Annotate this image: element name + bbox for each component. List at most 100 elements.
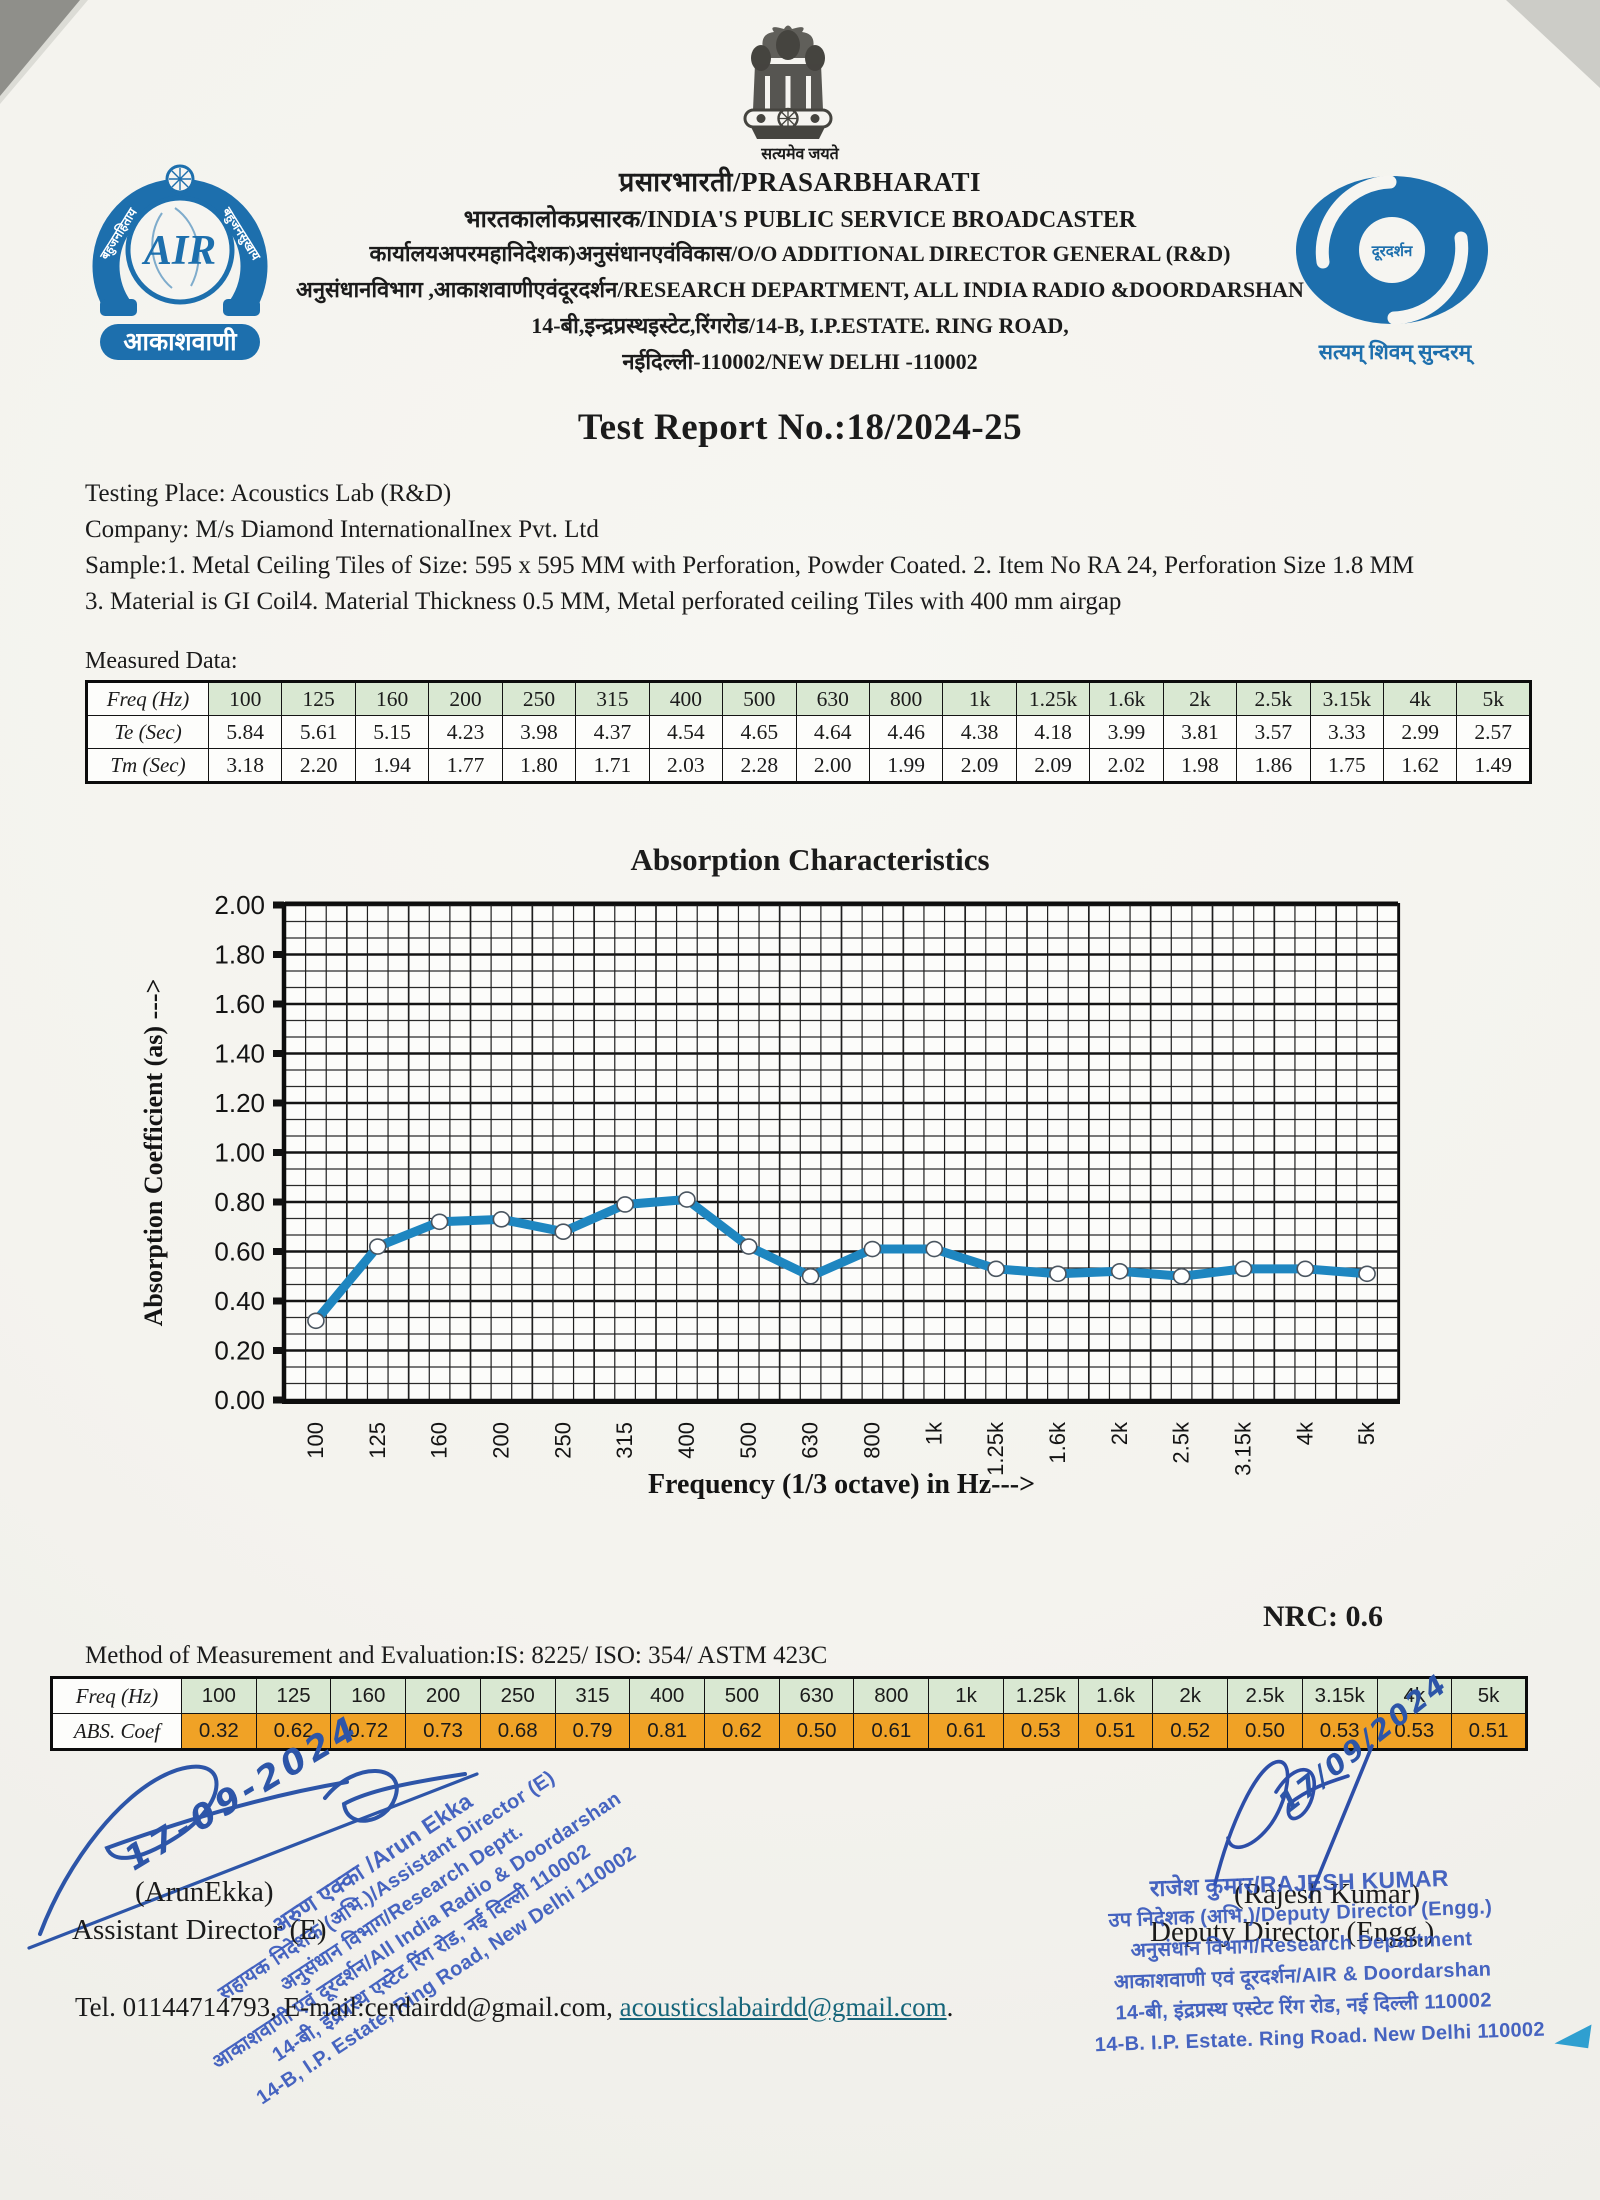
y-tick-mark [273,1396,284,1404]
x-tick-label: 1.25k [983,1421,1008,1476]
header-adg-line: कार्यालयअपरमहानिदेशक)अनुसंधानएवंविकास/O/… [369,241,1231,266]
dd-center-text: दूरदर्शन [1371,242,1413,261]
data-cell: 1k [942,681,1017,716]
data-cell: 400 [629,1677,706,1714]
data-cell: 0.62 [704,1713,780,1750]
table-row: Te (Sec) 5.84 5.61 5.15 4.23 3.98 4.37 4.54 4.65… [86,715,1531,749]
data-cell: 1.75 [1309,748,1385,783]
y-tick-label: 0.20 [214,1336,265,1366]
table-row: Tm (Sec) 3.18 2.20 1.94 1.77 1.80 1.71 2.03 2.28… [86,748,1531,783]
data-cell: 1.98 [1162,748,1238,783]
data-cell: 2k [1162,681,1238,716]
right-signatory-name: (Rajesh Kumar) [1234,1878,1421,1910]
data-cell: 1.6k [1089,681,1164,716]
data-point-marker [1234,1260,1253,1278]
x-tick-label: 1k [921,1421,946,1445]
data-cell: 400 [648,681,724,716]
y-tick-mark [273,1248,284,1255]
table-row: ABS. Coef 0.32 0.62 0.72 0.73 0.68 0.79 0.81 0.6… [51,1713,1527,1750]
x-tick-label: 250 [550,1422,575,1459]
data-point-marker [739,1238,758,1255]
data-cell: 4.46 [868,715,944,749]
data-cell: 4.18 [1015,715,1091,749]
data-cell: 0.32 [181,1713,257,1750]
data-cell: 1.6k [1077,1677,1154,1714]
row-header-cell: Freq (Hz) [86,681,209,716]
data-cell: 2.09 [1015,748,1091,783]
row-header-cell: Freq (Hz) [51,1677,182,1714]
data-cell: 2.09 [942,748,1017,783]
x-tick-label: 400 [674,1422,699,1459]
national-emblem-lion-capital [743,25,833,139]
data-cell: 1.62 [1382,748,1458,783]
data-cell: 1.25k [1002,1677,1079,1714]
data-cell: 0.72 [330,1713,407,1750]
row-header-cell: Tm (Sec) [86,748,209,783]
data-cell: 4.37 [575,715,650,749]
email-link[interactable]: acousticslabairdd@gmail.com [619,1992,947,2022]
x-tick-label: 200 [488,1422,513,1459]
data-point-marker [307,1312,325,1330]
y-tick-label: 1.60 [214,989,265,1019]
x-tick-label: 630 [798,1422,823,1459]
measured-data-label: Measured Data: [85,648,238,674]
company-line: Company: M/s Diamond InternationalInex P… [85,516,599,543]
data-cell: 800 [868,681,944,716]
data-cell: 315 [575,681,650,716]
data-cell: 100 [181,1677,257,1714]
absorption-series-line [311,1195,1372,1326]
data-point-marker [1172,1267,1191,1285]
data-point-marker [1358,1265,1376,1283]
data-cell: 1.80 [501,748,577,783]
left-signature-scribble [27,1764,479,1950]
data-cell: 1.94 [354,748,430,783]
footer-contact-line: Tel. 01144714793, E-mail:cerdairdd@gmail… [75,1992,953,2023]
data-cell: 5k [1451,1677,1527,1714]
x-tick-label: 315 [612,1422,637,1459]
data-table: Freq (Hz) 100 125 160 200 250 315 400 500 630 800 1… [85,680,1532,784]
scan-fold-corner-top-right [1506,0,1600,88]
chart-title: Absorption Characteristics [630,842,990,877]
data-cell: 4.65 [722,715,797,749]
sample-line-1: Sample:1. Metal Ceiling Tiles of Size: 5… [85,552,1415,579]
data-cell: 125 [281,681,356,716]
data-cell: 630 [795,681,870,716]
y-tick-mark [273,1000,284,1008]
data-point-marker [801,1267,820,1285]
data-cell: 2.57 [1456,715,1531,749]
testing-place-line: Testing Place: Acoustics Lab (R&D) [85,480,452,507]
y-tick-label: 0.60 [214,1237,265,1267]
data-point-marker [430,1213,449,1231]
header-prasar-bharati: प्रसारभारती/PRASARBHARATI [618,167,982,197]
data-cell: 1.77 [428,748,503,783]
data-cell: 1.86 [1236,748,1311,783]
data-cell: 0.50 [778,1713,855,1750]
data-cell: 0.79 [554,1713,631,1750]
y-tick-label: 2.00 [214,890,265,920]
header-broadcaster-line: भारतकालोकप्रसारक/INDIA'S PUBLIC SERVICE … [463,207,1137,233]
data-cell: 0.61 [853,1713,930,1750]
y-tick-label: 0.40 [214,1286,265,1316]
data-cell: 4k [1376,1677,1453,1714]
data-cell: 200 [405,1677,481,1714]
right-signatory-designation: Deputy Director (Engg.) [1150,1916,1435,1948]
data-cell: 2.00 [795,748,870,783]
data-cell: 2.5k [1236,681,1311,716]
y-tick-mark [273,951,284,958]
data-cell: 160 [354,681,430,716]
data-cell: 0.53 [1002,1713,1079,1750]
air-monogram: AIR [141,228,216,274]
scan-fold-corner-top-left [0,0,80,96]
x-tick-label: 800 [859,1422,884,1459]
method-line: Method of Measurement and Evaluation:IS:… [85,1642,828,1669]
x-tick-label: 160 [427,1422,452,1459]
data-cell: 3.15k [1301,1677,1378,1714]
data-cell: 125 [255,1677,332,1714]
data-cell: 2.5k [1227,1677,1303,1714]
data-cell: 1k [928,1677,1004,1714]
x-tick-label: 2.5k [1169,1421,1194,1464]
data-cell: 100 [207,681,283,716]
y-axis-title: Absorption Coefficient (as) ---> [139,979,168,1327]
x-tick-label: 125 [365,1422,390,1459]
